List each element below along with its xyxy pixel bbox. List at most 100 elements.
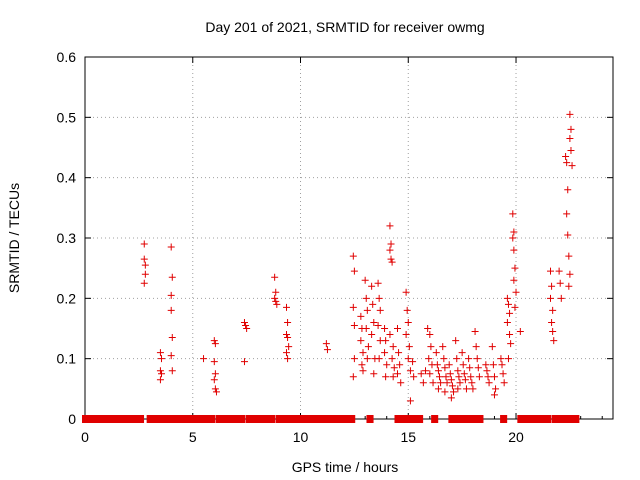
zero-value-points (467, 415, 475, 423)
data-points (82, 110, 580, 423)
data-point (404, 318, 412, 326)
data-point (509, 210, 517, 218)
data-point (405, 343, 413, 351)
data-point (387, 255, 395, 263)
data-point (510, 246, 518, 254)
data-point (417, 370, 425, 378)
data-point (403, 306, 411, 314)
data-point (156, 367, 164, 375)
y-tick-label: 0.5 (57, 109, 77, 125)
data-point (349, 303, 357, 311)
data-point (284, 355, 292, 363)
data-point (402, 288, 410, 296)
data-point (468, 379, 476, 387)
data-point (563, 159, 571, 167)
data-point (504, 355, 512, 363)
data-point (167, 291, 175, 299)
data-point (273, 300, 281, 308)
data-point (472, 343, 480, 351)
data-point (375, 294, 383, 302)
data-point (445, 361, 453, 369)
data-point (489, 361, 497, 369)
zero-value-points (275, 415, 289, 423)
data-point (466, 364, 474, 372)
data-point (323, 346, 331, 354)
y-tick-label: 0.6 (57, 49, 77, 65)
data-point (383, 361, 391, 369)
data-point (450, 388, 458, 396)
data-point (432, 349, 440, 357)
data-point (474, 364, 482, 372)
data-point (473, 355, 481, 363)
data-point (406, 367, 414, 375)
chart-title: Day 201 of 2021, SRMTID for receiver owm… (205, 19, 484, 35)
data-point (168, 273, 176, 281)
data-point (409, 358, 417, 366)
zero-value-points (160, 415, 174, 423)
data-point (456, 379, 464, 387)
data-point (389, 373, 397, 381)
zero-value-points (366, 415, 374, 423)
zero-value-points (558, 415, 580, 423)
y-tick-label: 0.4 (57, 170, 77, 186)
data-point (210, 358, 218, 366)
y-tick-label: 0.2 (57, 290, 77, 306)
zero-value-points (551, 415, 562, 423)
data-point (566, 270, 574, 278)
data-point (388, 355, 396, 363)
x-axis-label: GPS time / hours (292, 459, 399, 475)
data-point (462, 385, 470, 393)
zero-value-points (461, 415, 469, 423)
data-point (393, 370, 401, 378)
data-point (168, 334, 176, 342)
data-point (402, 331, 410, 339)
data-point (386, 222, 394, 230)
data-point (516, 328, 524, 336)
data-point (283, 331, 291, 339)
data-point (167, 306, 175, 314)
data-point (492, 385, 500, 393)
data-point (512, 288, 520, 296)
data-point (562, 153, 570, 161)
data-point (547, 267, 555, 275)
x-tick-label: 15 (400, 429, 416, 445)
data-point (555, 267, 563, 275)
data-point (484, 373, 492, 381)
data-point (393, 325, 401, 332)
data-point (158, 355, 166, 363)
data-point (410, 373, 418, 381)
data-point (503, 318, 511, 326)
data-point (563, 210, 571, 218)
data-point (467, 373, 475, 381)
data-point (363, 355, 371, 363)
data-point (504, 300, 512, 308)
data-point (395, 349, 403, 357)
data-point (510, 228, 518, 236)
data-point (285, 343, 293, 351)
data-point (212, 388, 220, 396)
data-point (566, 110, 574, 118)
data-point (358, 361, 366, 369)
zero-value-points (287, 415, 328, 423)
x-tick-label: 10 (293, 429, 309, 445)
data-point (364, 343, 372, 351)
data-point (283, 349, 291, 357)
data-point (370, 318, 378, 326)
data-point (454, 385, 462, 393)
x-tick-label: 0 (81, 429, 89, 445)
data-point (271, 294, 279, 302)
data-point (141, 261, 149, 269)
data-point (389, 343, 397, 351)
data-point (506, 309, 514, 317)
data-point (426, 331, 434, 339)
data-point (406, 397, 414, 405)
data-point (381, 325, 389, 332)
data-point (283, 303, 291, 311)
data-point (369, 300, 377, 308)
data-point (200, 355, 208, 363)
data-point (498, 361, 506, 369)
data-point (465, 355, 473, 363)
data-point (556, 279, 564, 287)
data-point (503, 294, 511, 302)
data-point (376, 306, 384, 314)
